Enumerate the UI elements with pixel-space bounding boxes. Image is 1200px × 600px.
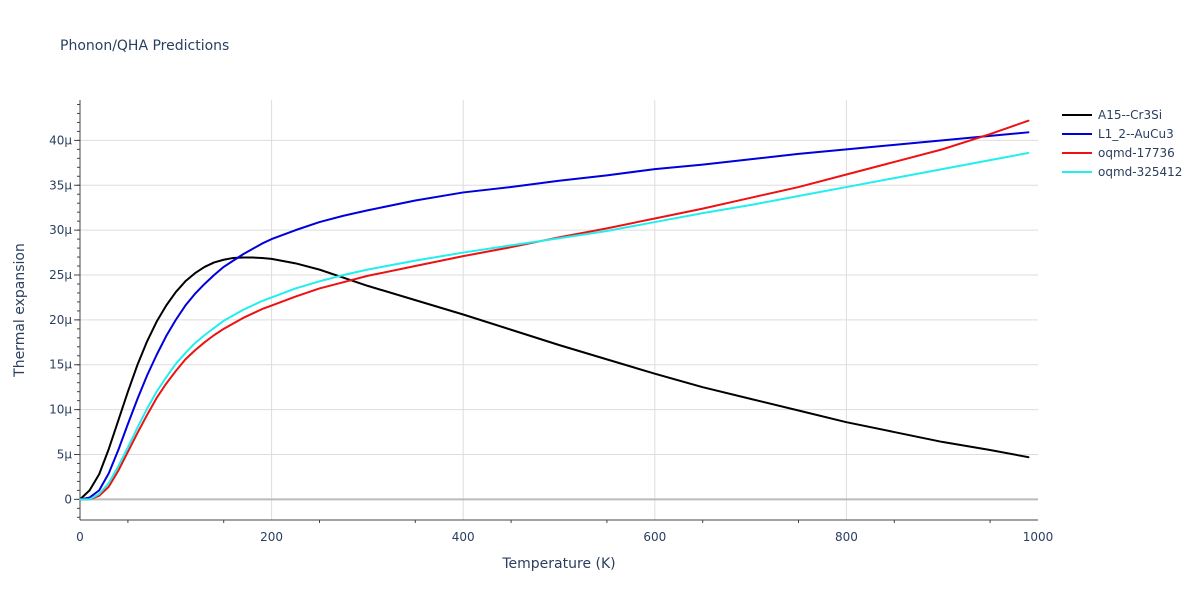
x-tick-label: 600 (643, 530, 666, 544)
y-tick-label: 20μ (49, 313, 72, 327)
series-lines (79, 119, 1030, 501)
series-line-4 (79, 151, 1030, 501)
x-tick-label: 400 (452, 530, 475, 544)
y-tick-label: 25μ (49, 268, 72, 282)
legend-label: oqmd-17736 (1098, 146, 1175, 160)
legend-label: A15--Cr3Si (1098, 108, 1162, 122)
series-line-1 (79, 256, 1030, 501)
x-axis-title: Temperature (K) (501, 556, 615, 572)
legend[interactable]: A15--Cr3Si L1_2--AuCu3 oqmd-17736 oqmd-3254… (1062, 108, 1182, 179)
grid (80, 100, 1038, 520)
series-line-2 (79, 131, 1030, 501)
y-tick-label: 0 (64, 492, 72, 506)
chart-title: Phonon/QHA Predictions (60, 38, 229, 54)
series-line-3 (79, 119, 1030, 501)
y-tick-label: 10μ (49, 403, 72, 417)
legend-label: oqmd-325412 (1098, 165, 1182, 179)
legend-label: L1_2--AuCu3 (1098, 127, 1174, 141)
x-tick-label: 800 (835, 530, 858, 544)
legend-item-4[interactable]: oqmd-325412 (1062, 165, 1182, 179)
axes: 0 200 400 600 800 1000 0 5μ 10μ 15μ 20μ 25μ 30μ 35μ 40… (49, 100, 1053, 544)
y-axis-title: Thermal expansion (12, 243, 28, 378)
legend-item-3[interactable]: oqmd-17736 (1062, 146, 1175, 160)
y-tick-label: 30μ (49, 223, 72, 237)
x-tick-label: 200 (260, 530, 283, 544)
legend-item-1[interactable]: A15--Cr3Si (1062, 108, 1162, 122)
y-tick-label: 40μ (49, 133, 72, 147)
x-tick-label: 1000 (1023, 530, 1054, 544)
y-tick-label: 35μ (49, 178, 72, 192)
y-tick-label: 5μ (57, 447, 73, 461)
x-tick-label: 0 (76, 530, 84, 544)
legend-item-2[interactable]: L1_2--AuCu3 (1062, 127, 1174, 141)
y-tick-label: 15μ (49, 358, 72, 372)
